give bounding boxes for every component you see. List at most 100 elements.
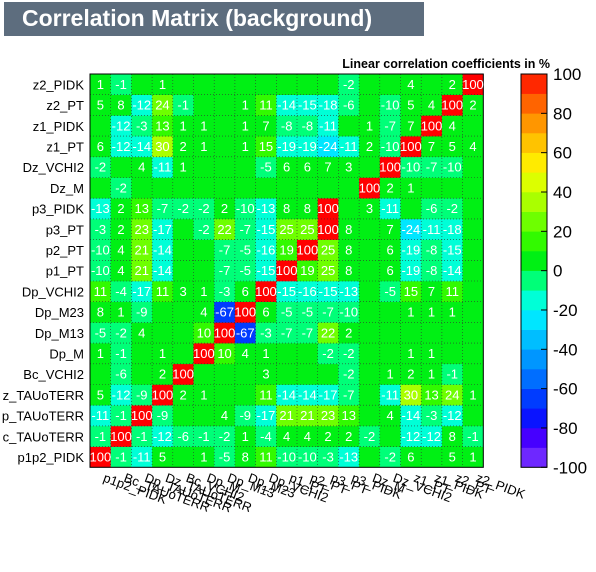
cell-value: 4 [387, 408, 394, 423]
heatmap-cell [379, 239, 401, 261]
heatmap-cell [462, 94, 484, 116]
colorbar-bin [521, 211, 547, 232]
cell-value: -11 [91, 408, 109, 423]
heatmap-cell [214, 260, 236, 282]
heatmap-cell [90, 260, 111, 282]
colorbar-bin [521, 427, 547, 448]
heatmap-cell [110, 156, 132, 178]
cell-value: -12 [132, 98, 151, 113]
colorbar-tick-label: -20 [553, 301, 578, 320]
heatmap-cell [110, 136, 132, 158]
heatmap-cell [359, 281, 381, 302]
heatmap-cell [421, 177, 443, 199]
grid-lines [89, 73, 484, 468]
heatmap-cell [276, 446, 298, 468]
heatmap-cell [131, 156, 153, 178]
cell-value: -1 [446, 367, 458, 382]
heatmap-cell [131, 218, 153, 240]
heatmap-cell [317, 239, 339, 261]
heatmap-cell [110, 218, 132, 240]
heatmap-cell [338, 425, 360, 447]
heatmap-cell [338, 94, 360, 116]
heatmap-cell [90, 177, 111, 199]
cell-value: -67 [215, 305, 234, 320]
cell-value: 13 [135, 201, 149, 216]
heatmap-cell [421, 405, 443, 427]
heatmap-cell [193, 363, 215, 385]
heatmap-cell [214, 198, 236, 220]
heatmap-cell [297, 446, 318, 468]
heatmap-cell [359, 363, 381, 385]
heatmap-cell [214, 405, 236, 427]
cell-value: -7 [219, 242, 231, 257]
cell-value: -7 [343, 387, 355, 402]
heatmap-cell [90, 425, 111, 447]
heatmap-cell [193, 218, 215, 240]
cell-value: -1 [115, 408, 127, 423]
cell-value: 1 [200, 449, 207, 464]
heatmap-cell [297, 74, 318, 95]
heatmap-cell [152, 384, 174, 406]
cell-value: -14 [443, 263, 462, 278]
cell-value: 8 [449, 429, 456, 444]
heatmap-cell [214, 281, 236, 302]
heatmap-cell [317, 363, 339, 385]
heatmap-cell [172, 198, 194, 220]
heatmap-cell [441, 363, 463, 385]
cell-value: 24 [445, 387, 459, 402]
cell-value: -7 [239, 222, 251, 237]
cell-value: -15 [298, 98, 317, 113]
heatmap-cell [441, 136, 463, 158]
heatmap-cell [234, 405, 256, 427]
heatmap-cell [152, 363, 174, 385]
y-tick-label: p3_PIDK [32, 202, 84, 217]
cell-value: -2 [198, 222, 210, 237]
cell-value-labels: 100 -1 -11 5 1 -5 8 11 -10 -10 -3 -13 -2 6 5 1-1 100 -1 -1… [89, 77, 483, 465]
heatmap-cell [400, 136, 422, 158]
heatmap-cell [172, 446, 194, 468]
cell-value: -7 [219, 263, 231, 278]
cell-value: 1 [200, 387, 207, 402]
heatmap-cell [110, 343, 132, 365]
cell-value: 23 [321, 408, 335, 423]
cell-value: 100 [172, 367, 194, 382]
cell-value: 2 [407, 367, 414, 382]
heatmap-cell [338, 384, 360, 406]
y-tick-label: p_TAUoTERR [2, 409, 84, 424]
cell-value: 6 [304, 160, 311, 175]
heatmap-cell [297, 425, 318, 447]
cell-value: 25 [321, 263, 335, 278]
cell-value: -14 [132, 139, 151, 154]
cell-value: 1 [428, 305, 435, 320]
heatmap-cell [193, 281, 215, 302]
heatmap-cell [297, 281, 318, 302]
colorbar-tick-label: 40 [553, 183, 572, 202]
heatmap-cell [214, 136, 236, 158]
cell-value: -12 [401, 429, 420, 444]
cell-value: 2 [221, 201, 228, 216]
heatmap-cell [90, 156, 111, 178]
colorbar-bin [521, 368, 547, 389]
cell-value: 25 [321, 242, 335, 257]
heatmap-cell [276, 198, 298, 220]
heatmap-cell [255, 177, 277, 199]
heatmap-cell [317, 425, 339, 447]
heatmap-cell [255, 343, 277, 365]
heatmap-cell [193, 115, 215, 137]
heatmap-cell [90, 239, 111, 261]
cell-value: 1 [242, 429, 249, 444]
cell-value: 3 [366, 201, 373, 216]
heatmap-cell [421, 446, 443, 468]
heatmap-cell [276, 74, 298, 95]
cell-value: -19 [277, 139, 296, 154]
cell-value: 2 [366, 139, 373, 154]
heatmap-cell [359, 94, 381, 116]
heatmap-cell [379, 384, 401, 406]
heatmap-cell [172, 218, 194, 240]
heatmap-cell [255, 115, 277, 137]
cell-value: 1 [180, 160, 187, 175]
heatmap-cell [90, 343, 111, 365]
heatmap-cell [152, 260, 174, 282]
cell-value: -15 [319, 284, 338, 299]
